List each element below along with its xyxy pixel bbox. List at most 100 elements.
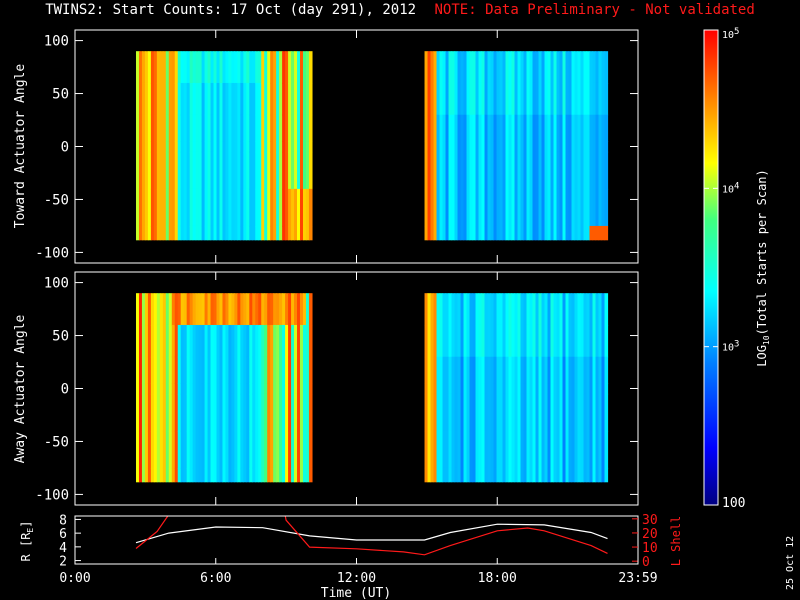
heatmap-cell [219, 467, 224, 483]
heatmap-cell [550, 324, 555, 358]
heatmap-cell [153, 324, 158, 358]
heatmap-cell [297, 393, 301, 432]
heatmap-cell [204, 114, 209, 142]
heatmap-cell [198, 393, 203, 432]
heatmap-cell [276, 324, 280, 358]
heatmap-cell [216, 225, 221, 241]
heatmap-cell [213, 141, 218, 153]
heatmap-cell [523, 293, 528, 326]
heatmap-cell [598, 356, 603, 384]
heatmap-cell [544, 393, 549, 432]
heatmap-cell [156, 293, 161, 326]
heatmap-cell [261, 151, 265, 190]
heatmap-cell [198, 356, 203, 384]
heatmap-cell [439, 293, 444, 326]
heatmap-cell [562, 82, 567, 116]
heatmap-cell [493, 467, 498, 483]
heatmap-cell [273, 430, 277, 469]
heatmap-cell [219, 82, 224, 116]
heatmap-cell [192, 383, 197, 395]
heatmap-cell [589, 141, 594, 153]
heatmap-cell [267, 225, 271, 241]
heatmap-cell [442, 293, 447, 326]
heatmap-cell [490, 51, 495, 84]
heatmap-cell [595, 467, 600, 483]
heatmap-cell [460, 141, 465, 153]
heatmap-cell [162, 293, 167, 326]
heatmap-cell [276, 51, 280, 84]
heatmap-cell [135, 324, 140, 358]
y-tick-label: 100 [44, 276, 69, 292]
heatmap-cell [493, 293, 498, 326]
heatmap-cell [490, 356, 495, 384]
heatmap-cell [153, 467, 158, 483]
heatmap-cell [502, 393, 507, 432]
heatmap-cell [141, 393, 146, 432]
heatmap-cell [424, 324, 429, 358]
heatmap-cell [535, 141, 540, 153]
heatmap-cell [514, 82, 519, 116]
heatmap-cell [159, 51, 164, 84]
heatmap-cell [135, 225, 140, 241]
heatmap-cell [302, 293, 307, 326]
heatmap-cell [493, 324, 498, 358]
heatmap-cell [562, 293, 567, 326]
heatmap-cell [138, 151, 143, 190]
heatmap-cell [165, 51, 170, 84]
heatmap-cell [198, 225, 203, 241]
heatmap-cell [159, 293, 164, 326]
orbit-left-tick-label: 2 [59, 555, 67, 570]
heatmap-cell [553, 356, 558, 384]
heatmap-cell [168, 114, 173, 142]
heatmap-cell [556, 141, 561, 153]
heatmap-cell [285, 188, 289, 227]
heatmap-cell [433, 356, 438, 384]
heatmap-cell [300, 225, 304, 241]
heatmap-cell [305, 324, 310, 358]
orbit-left-label-main: R [R [19, 532, 33, 562]
heatmap-cell [210, 225, 215, 241]
heatmap-cell [598, 467, 603, 483]
heatmap-cell [210, 293, 215, 326]
heatmap-cell [565, 82, 570, 116]
heatmap-cell [550, 225, 555, 241]
heatmap-cell [258, 324, 262, 358]
heatmap-cell [538, 293, 543, 326]
heatmap-cell [505, 141, 510, 153]
heatmap-cell [451, 225, 456, 241]
heatmap-cell [267, 82, 271, 116]
heatmap-cell [538, 141, 543, 153]
heatmap-cell [249, 114, 253, 142]
heatmap-cell [207, 82, 212, 116]
heatmap-cell [496, 324, 501, 358]
heatmap-cell [285, 430, 289, 469]
heatmap-cell [192, 225, 197, 241]
heatmap-cell [544, 383, 549, 395]
heatmap-cell [472, 114, 477, 142]
heatmap-cell [568, 383, 573, 395]
heatmap-cell [496, 51, 501, 84]
heatmap-cell [601, 356, 606, 384]
heatmap-cell [577, 293, 582, 326]
heatmap-cell [192, 467, 197, 483]
heatmap-cell [219, 393, 224, 432]
heatmap-cell [604, 114, 609, 142]
heatmap-cell [565, 383, 570, 395]
heatmap-cell [228, 393, 233, 432]
heatmap-cell [577, 51, 582, 84]
heatmap-cell [565, 51, 570, 84]
heatmap-cell [559, 141, 564, 153]
heatmap-cell [234, 430, 238, 469]
heatmap-cell [565, 467, 570, 483]
heatmap-cell [424, 151, 429, 190]
heatmap-cell [201, 393, 206, 432]
heatmap-cell [562, 383, 567, 395]
heatmap-cell [574, 141, 579, 153]
heatmap-cell [276, 430, 280, 469]
heatmap-cell [502, 467, 507, 483]
heatmap-cell [532, 383, 537, 395]
heatmap-cell [201, 324, 206, 358]
heatmap-cell [526, 151, 531, 190]
heatmap-cell [288, 393, 292, 432]
